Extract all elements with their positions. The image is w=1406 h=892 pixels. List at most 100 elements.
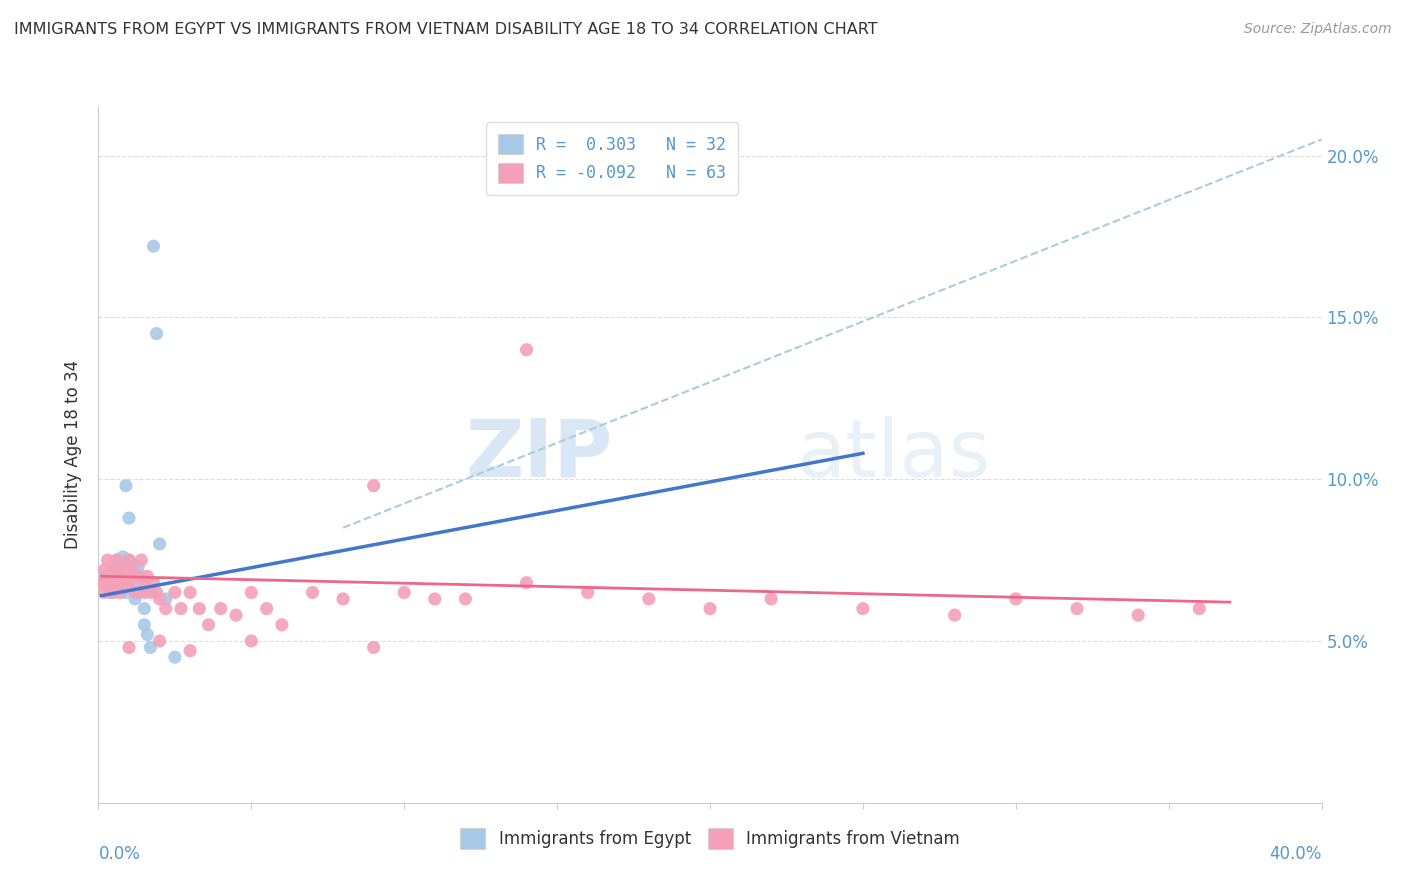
Point — [179, 585, 201, 599]
Point — [139, 640, 162, 655]
Text: atlas: atlas — [796, 416, 990, 494]
Point — [118, 640, 141, 655]
Point — [943, 608, 966, 623]
Point — [103, 575, 125, 590]
Point — [108, 575, 131, 590]
Point — [423, 591, 446, 606]
Point — [115, 569, 138, 583]
Point — [163, 585, 186, 599]
Point — [134, 617, 156, 632]
Legend: Immigrants from Egypt, Immigrants from Vietnam: Immigrants from Egypt, Immigrants from V… — [453, 820, 967, 857]
Point — [149, 537, 172, 551]
Point — [118, 511, 141, 525]
Point — [105, 569, 128, 583]
Y-axis label: Disability Age 18 to 34: Disability Age 18 to 34 — [65, 360, 83, 549]
Point — [363, 478, 385, 492]
Point — [301, 585, 323, 599]
Point — [105, 553, 128, 567]
Point — [127, 569, 149, 583]
Point — [197, 617, 219, 632]
Point — [103, 585, 125, 599]
Point — [124, 575, 146, 590]
Point — [108, 559, 131, 574]
Point — [256, 601, 278, 615]
Point — [103, 563, 125, 577]
Point — [1066, 601, 1088, 615]
Point — [225, 608, 247, 623]
Point — [1004, 591, 1026, 606]
Point — [454, 591, 477, 606]
Point — [209, 601, 232, 615]
Text: 0.0%: 0.0% — [98, 845, 141, 863]
Point — [100, 575, 122, 590]
Point — [111, 563, 134, 577]
Point — [699, 601, 721, 615]
Point — [270, 617, 292, 632]
Point — [108, 575, 131, 590]
Point — [111, 575, 134, 590]
Point — [129, 553, 152, 567]
Point — [179, 643, 201, 657]
Text: IMMIGRANTS FROM EGYPT VS IMMIGRANTS FROM VIETNAM DISABILITY AGE 18 TO 34 CORRELA: IMMIGRANTS FROM EGYPT VS IMMIGRANTS FROM… — [14, 22, 877, 37]
Point — [93, 569, 115, 583]
Point — [100, 585, 122, 599]
Point — [155, 601, 177, 615]
Point — [111, 549, 134, 564]
Point — [121, 563, 143, 577]
Point — [115, 478, 138, 492]
Point — [332, 591, 354, 606]
Point — [115, 585, 138, 599]
Point — [149, 634, 172, 648]
Point — [1188, 601, 1211, 615]
Point — [129, 569, 152, 583]
Point — [124, 591, 146, 606]
Point — [124, 585, 146, 599]
Point — [97, 575, 120, 590]
Point — [121, 559, 143, 574]
Point — [149, 591, 172, 606]
Point — [118, 553, 141, 567]
Point — [105, 569, 128, 583]
Point — [139, 585, 162, 599]
Point — [111, 563, 134, 577]
Point — [127, 585, 149, 599]
Point — [145, 326, 167, 341]
Point — [118, 569, 141, 583]
Point — [516, 343, 538, 357]
Point — [637, 591, 661, 606]
Point — [134, 601, 156, 615]
Point — [759, 591, 782, 606]
Point — [93, 585, 115, 599]
Point — [142, 239, 165, 253]
Point — [392, 585, 416, 599]
Point — [134, 585, 156, 599]
Point — [576, 585, 599, 599]
Point — [118, 553, 141, 567]
Point — [105, 553, 128, 567]
Point — [145, 585, 167, 599]
Point — [1128, 608, 1150, 623]
Point — [163, 650, 186, 665]
Point — [170, 601, 193, 615]
Point — [108, 585, 131, 599]
Point — [90, 575, 112, 590]
Point — [93, 563, 115, 577]
Point — [363, 640, 385, 655]
Point — [188, 601, 211, 615]
Text: 40.0%: 40.0% — [1270, 845, 1322, 863]
Point — [127, 559, 149, 574]
Point — [97, 553, 120, 567]
Point — [516, 575, 538, 590]
Point — [142, 575, 165, 590]
Point — [136, 569, 159, 583]
Point — [852, 601, 875, 615]
Point — [136, 627, 159, 641]
Point — [118, 575, 141, 590]
Point — [100, 569, 122, 583]
Point — [240, 634, 263, 648]
Point — [100, 585, 122, 599]
Point — [155, 591, 177, 606]
Text: Source: ZipAtlas.com: Source: ZipAtlas.com — [1244, 22, 1392, 37]
Text: ZIP: ZIP — [465, 416, 612, 494]
Point — [97, 575, 120, 590]
